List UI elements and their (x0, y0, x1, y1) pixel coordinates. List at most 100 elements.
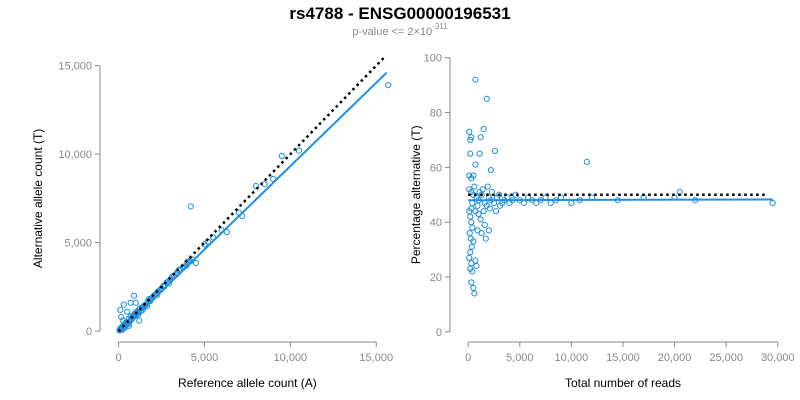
right-data-point (469, 268, 476, 275)
right-data-point (479, 186, 486, 193)
left-data-point (136, 317, 143, 324)
right-data-point (470, 284, 477, 292)
right-y-axis-title: Percentage alternative (T) (409, 125, 423, 264)
left-data-point (130, 292, 138, 299)
right-data-point (482, 235, 489, 242)
left-y-tick-label: 5,000 (64, 238, 92, 250)
right-data-point (477, 134, 484, 141)
right-data-point (466, 128, 473, 135)
chart-title: rs4788 - ENSG00000196531 (289, 4, 511, 23)
left-x-axis-title: Reference allele count (A) (178, 376, 317, 390)
left-data-point (295, 147, 303, 154)
right-y-tick-label: 100 (424, 53, 442, 65)
right-data-point (583, 158, 590, 165)
left-x-tick-label: 15,000 (359, 352, 393, 364)
right-data-point (474, 202, 481, 209)
right-data-point (484, 183, 491, 190)
right-data-point (472, 161, 479, 168)
right-x-tick-label: 10,000 (555, 352, 589, 364)
right-data-point (547, 199, 554, 207)
right-y-tick-label: 20 (430, 272, 442, 284)
left-data-point (132, 299, 139, 306)
right-x-tick-label: 30,000 (761, 352, 795, 364)
right-data-point (483, 95, 490, 102)
right-y-tick-label: 40 (430, 217, 442, 229)
right-data-point (497, 202, 504, 209)
right-data-point (481, 221, 488, 229)
right-y-tick-label: 80 (430, 108, 442, 120)
right-points (466, 76, 776, 297)
left-data-point (192, 259, 199, 267)
right-data-point (476, 150, 483, 157)
right-data-point (468, 279, 475, 286)
left-data-point (385, 81, 392, 89)
right-data-point (496, 191, 503, 198)
left-data-point (147, 297, 154, 305)
right-y-tick-label: 60 (430, 162, 442, 174)
right-y-tick-label: 0 (436, 327, 442, 339)
right-data-point (472, 76, 479, 83)
left-reference-line (117, 55, 386, 333)
right-data-point (472, 257, 479, 264)
right-data-point (477, 216, 484, 223)
right-data-point (478, 230, 485, 237)
subtitle-prefix: p-value <= 2×10 (352, 26, 433, 38)
right-data-point (467, 213, 474, 220)
right-data-point (473, 262, 480, 270)
right-panel: 0 5,000 10,000 15,000 20,000 25,000 30,000 Tota… (409, 53, 795, 390)
right-x-tick-label: 0 (465, 352, 471, 364)
left-data-point (127, 299, 134, 306)
right-data-point (492, 208, 500, 215)
right-data-point (480, 208, 487, 215)
right-data-point (467, 136, 474, 144)
right-x-axis-title: Total number of reads (565, 376, 681, 390)
left-data-point (117, 306, 124, 314)
right-data-point (488, 188, 496, 196)
left-y-tick-label: 10,000 (58, 149, 92, 161)
right-data-point (471, 183, 478, 190)
right-x-tick-label: 20,000 (658, 352, 692, 364)
left-data-point (187, 203, 194, 210)
left-y-axis: 0 5,000 10,000 15,000 Alternative allele cou… (31, 61, 101, 338)
right-data-point (468, 205, 475, 212)
right-data-point (520, 199, 528, 207)
right-data-point (467, 150, 474, 157)
right-y-axis: 0 20 40 60 80 100 Percentage alternative (T) (409, 53, 451, 339)
left-fit-line (117, 71, 388, 334)
right-data-point (486, 205, 493, 212)
left-panel: 0 5,000 10,000 15,000 Reference allele count… (31, 55, 393, 390)
right-x-axis: 0 5,000 10,000 15,000 20,000 25,000 30,000 Tota… (465, 341, 795, 390)
left-y-tick-label: 15,000 (58, 61, 92, 73)
right-x-tick-label: 15,000 (606, 352, 640, 364)
left-x-tick-label: 10,000 (274, 352, 308, 364)
left-x-tick-label: 0 (116, 352, 122, 364)
right-data-point (485, 227, 492, 234)
right-data-point (769, 199, 776, 207)
right-x-tick-label: 25,000 (709, 352, 743, 364)
left-data-point (223, 228, 230, 236)
right-data-point (470, 238, 477, 245)
right-data-point (469, 224, 476, 231)
subtitle-exponent: -311 (432, 22, 448, 31)
right-data-point (468, 175, 475, 182)
right-data-point (467, 249, 474, 256)
left-data-point (120, 301, 127, 308)
right-fit-line (468, 198, 773, 202)
right-data-point (472, 208, 479, 215)
right-data-point (468, 134, 475, 141)
right-data-point (487, 166, 494, 174)
right-data-point (468, 219, 475, 226)
left-y-tick-label: 0 (86, 326, 92, 338)
right-data-point (466, 230, 473, 237)
right-data-point (471, 290, 478, 297)
left-x-tick-label: 5,000 (191, 352, 219, 364)
left-data-point (278, 152, 285, 160)
chart-subtitle: p-value <= 2×10-311 (0, 22, 800, 38)
left-data-point (118, 313, 125, 321)
right-data-point (480, 125, 487, 133)
left-data-point (119, 317, 126, 324)
right-data-point (474, 227, 481, 234)
right-data-point (568, 199, 575, 207)
left-data-point (145, 296, 152, 303)
